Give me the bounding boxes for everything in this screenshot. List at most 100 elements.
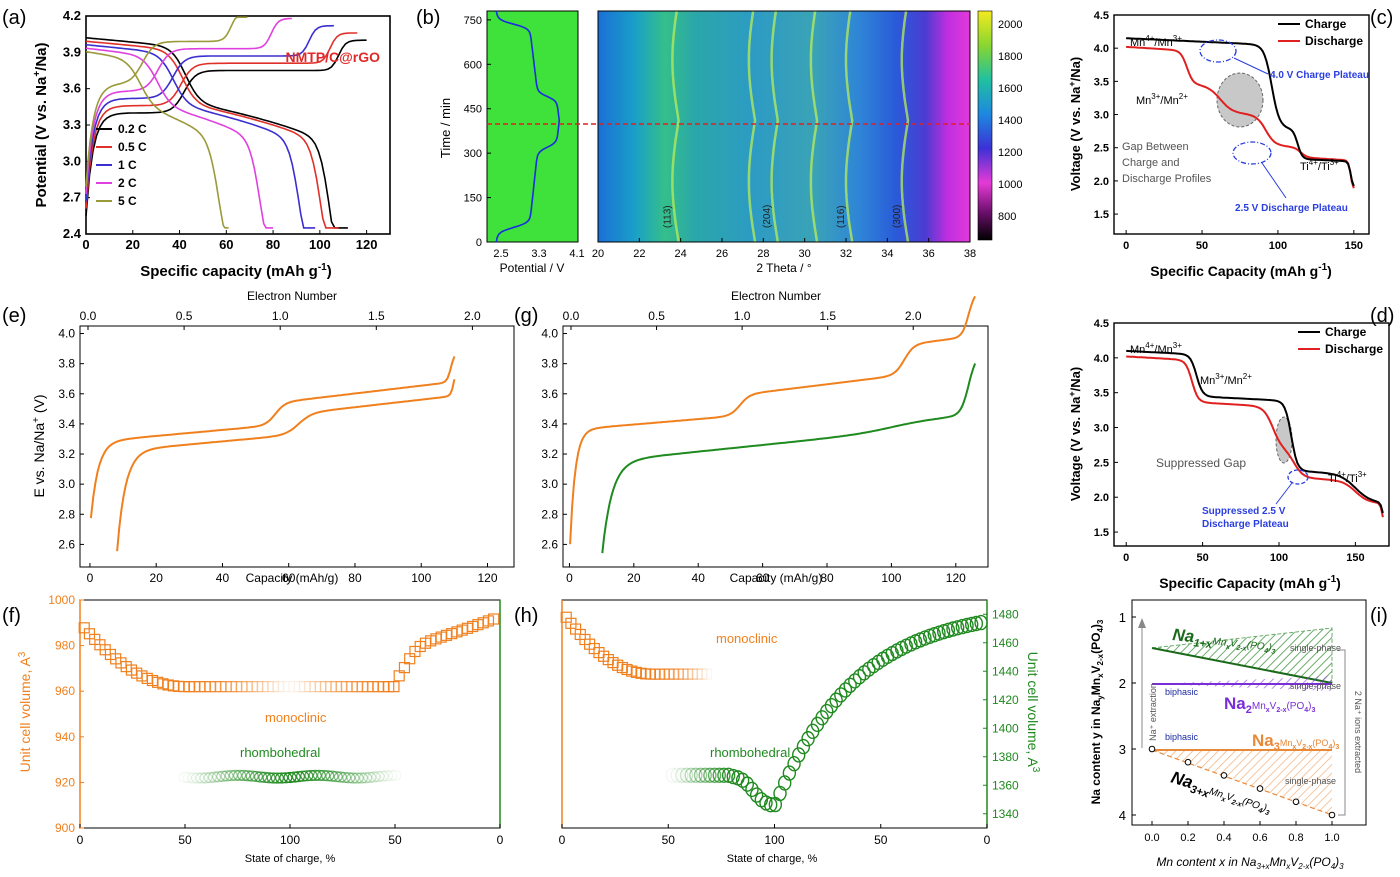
- volume-marker: [230, 681, 243, 693]
- y-tick-label: 1000: [48, 593, 75, 607]
- y-tick-label: 3: [1119, 742, 1126, 757]
- volume-marker: [936, 623, 951, 640]
- y-tick-label: 3.8: [58, 357, 75, 371]
- volume-marker: [251, 681, 264, 693]
- x-tick-label: 100: [309, 237, 331, 252]
- volume-marker: [838, 682, 853, 698]
- panel-d-frame: [1113, 322, 1390, 547]
- volume-marker: [312, 769, 326, 781]
- y-tick-label: 1: [1119, 610, 1126, 625]
- x-tick-label: 0: [566, 571, 573, 585]
- diffraction-peak-trace: [747, 10, 757, 243]
- y-tick-label: 2.0: [1094, 176, 1109, 188]
- panel-d-xlabel: Specific Capacity (mAh g-1): [1159, 574, 1341, 591]
- mn43-label: Mn4+/Mn3+: [1130, 34, 1182, 49]
- x-tick-label: 0.8: [1288, 832, 1303, 844]
- svg-text:Discharge Profiles: Discharge Profiles: [1122, 173, 1212, 185]
- composition-point: [1148, 745, 1156, 753]
- x-tick-label: 22: [633, 248, 645, 260]
- y-tick-label: 3.9: [63, 44, 81, 59]
- volume-marker: [296, 770, 310, 782]
- volume-marker: [677, 668, 689, 680]
- x-tick-label: 30: [799, 248, 811, 260]
- y-tick-label: 4.0: [1094, 43, 1109, 55]
- volume-marker: [212, 771, 226, 783]
- plateau-40-pointer: [1233, 57, 1269, 75]
- plateau-25-marker: [1232, 141, 1272, 165]
- panel-g-tag: (g): [514, 305, 538, 327]
- volume-marker: [682, 668, 694, 680]
- xrd-frame: [597, 10, 971, 243]
- legend-label: Discharge: [1305, 34, 1363, 48]
- volume-marker: [236, 681, 248, 693]
- y-tick-label: 1420: [992, 693, 1019, 707]
- charge-curve: [85, 24, 334, 202]
- plateau-25-label: 2.5 V Discharge Plateau: [1235, 203, 1348, 214]
- volume-marker: [679, 767, 694, 783]
- x-tick-label: 40: [216, 571, 230, 585]
- discharge-curve: [85, 37, 348, 229]
- volume-marker: [275, 772, 289, 784]
- panel-a-title: NMTP/C@rGO: [285, 49, 380, 65]
- panel-f-ylabel: Unit cell volume, A3: [17, 651, 33, 772]
- panel-d-tag: (d): [1370, 305, 1394, 327]
- volume-marker: [388, 681, 400, 693]
- diffraction-peak-trace: [770, 10, 780, 243]
- x-tick-label: 0.0: [1144, 832, 1159, 844]
- panel-e-toplabel: Electron Number: [247, 289, 337, 303]
- charge-curve: [85, 39, 367, 216]
- x-tick-label: 60: [282, 571, 296, 585]
- x-tick-label: 60: [219, 237, 233, 252]
- discharge-curve: [601, 363, 977, 554]
- volume-marker: [388, 769, 402, 781]
- top-tick-label: 2.0: [905, 309, 922, 323]
- x-tick-label: 0.6: [1252, 832, 1267, 844]
- x-tick-label: 50: [1196, 552, 1208, 564]
- y-tick-label: 4.0: [1094, 353, 1109, 365]
- legend-label: 2 C: [118, 176, 137, 190]
- top-tick-label: 1.0: [734, 309, 751, 323]
- x-tick-label: 100: [881, 571, 901, 585]
- x-tick-label: 0: [1123, 552, 1129, 564]
- panel-e-xlabel: Capacity (mAh/g): [246, 571, 339, 585]
- volume-marker: [257, 681, 269, 693]
- x-tick-label: 120: [946, 571, 966, 585]
- panel-d-ylabel: Voltage (V vs. Na+/Na): [1067, 367, 1083, 501]
- y-tick-label: 4: [1119, 808, 1126, 823]
- phase-line-1: [1151, 647, 1333, 684]
- top-tick-label: 1.5: [819, 309, 836, 323]
- volume-marker: [820, 703, 834, 720]
- volume-marker: [717, 767, 731, 783]
- y-tick-label: 2.7: [63, 190, 81, 205]
- top-tick-label: 0.0: [563, 309, 580, 323]
- y-tick-label: 4.5: [1094, 318, 1109, 330]
- panel-c-xlabel: Specific Capacity (mAh g-1): [1150, 262, 1332, 279]
- panel-e-frame: [79, 325, 515, 568]
- top-tick-label: 2.0: [464, 309, 481, 323]
- volume-marker: [359, 772, 373, 784]
- volume-marker: [325, 681, 337, 693]
- volume-marker: [974, 614, 988, 631]
- single-phase-label-3: single-phase: [1285, 776, 1336, 786]
- monoclinic-label: monoclinic: [265, 710, 327, 725]
- panel-e-tag: (e): [2, 305, 26, 327]
- charge-curve: [1126, 349, 1384, 514]
- x-tick-label: 40: [172, 237, 186, 252]
- x-tick-label: 26: [716, 248, 728, 260]
- volume-marker: [691, 668, 703, 680]
- volume-marker: [354, 772, 368, 784]
- y-tick-label: 750: [464, 15, 482, 27]
- y-tick-label: 3.0: [63, 153, 81, 168]
- volume-marker: [325, 770, 339, 782]
- single-phase-region-3: [1152, 750, 1332, 815]
- y-tick-label: 1480: [992, 607, 1019, 621]
- legend-label: 5 C: [118, 194, 137, 208]
- colorbar-tick-label: 1400: [998, 115, 1022, 127]
- volume-marker: [241, 770, 255, 782]
- x-tick-label: 100: [1269, 240, 1287, 252]
- volume-marker: [321, 770, 335, 782]
- x-tick-label: 50: [178, 833, 192, 847]
- svg-text:Gap Between: Gap Between: [1122, 141, 1189, 153]
- y-tick-label: 2.6: [58, 537, 75, 551]
